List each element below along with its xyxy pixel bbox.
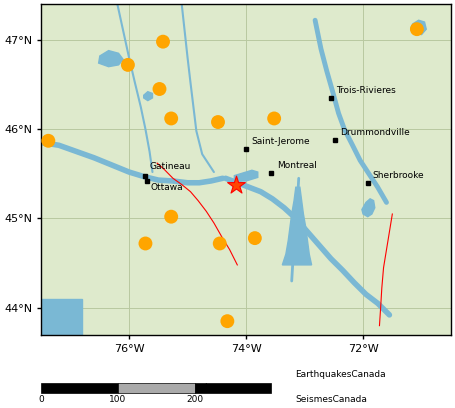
Point [251, 235, 258, 242]
Polygon shape [362, 199, 375, 217]
Point [232, 182, 239, 189]
Point [224, 318, 231, 324]
Bar [118, 383, 195, 393]
Text: Sherbrooke: Sherbrooke [372, 171, 424, 180]
Point [413, 26, 420, 32]
Polygon shape [234, 170, 258, 181]
Bar [41, 383, 118, 393]
Text: Montreal: Montreal [277, 161, 317, 170]
Point [159, 38, 167, 45]
Text: km: km [204, 383, 218, 392]
Text: SeismesCanada: SeismesCanada [295, 395, 367, 404]
Point [142, 240, 149, 247]
Polygon shape [41, 299, 82, 335]
Text: EarthquakesCanada: EarthquakesCanada [295, 370, 386, 379]
Polygon shape [283, 187, 312, 265]
Text: 200: 200 [186, 395, 203, 404]
Bar [195, 383, 271, 393]
Text: Drummondville: Drummondville [340, 128, 410, 137]
Text: Trois-Rivieres: Trois-Rivieres [336, 86, 396, 95]
Point [156, 86, 163, 92]
Point [271, 115, 278, 122]
Text: 100: 100 [109, 395, 126, 404]
Point [45, 137, 52, 144]
Point [216, 240, 223, 247]
Polygon shape [99, 51, 123, 67]
Point [124, 62, 131, 68]
Text: Ottawa: Ottawa [151, 183, 183, 192]
Point [214, 119, 222, 125]
Point [167, 213, 175, 220]
Text: Saint-Jerome: Saint-Jerome [252, 137, 310, 146]
Text: 0: 0 [38, 395, 44, 404]
Point [167, 115, 175, 122]
Text: Gatineau: Gatineau [150, 162, 191, 171]
Polygon shape [144, 92, 152, 101]
Polygon shape [411, 20, 426, 35]
